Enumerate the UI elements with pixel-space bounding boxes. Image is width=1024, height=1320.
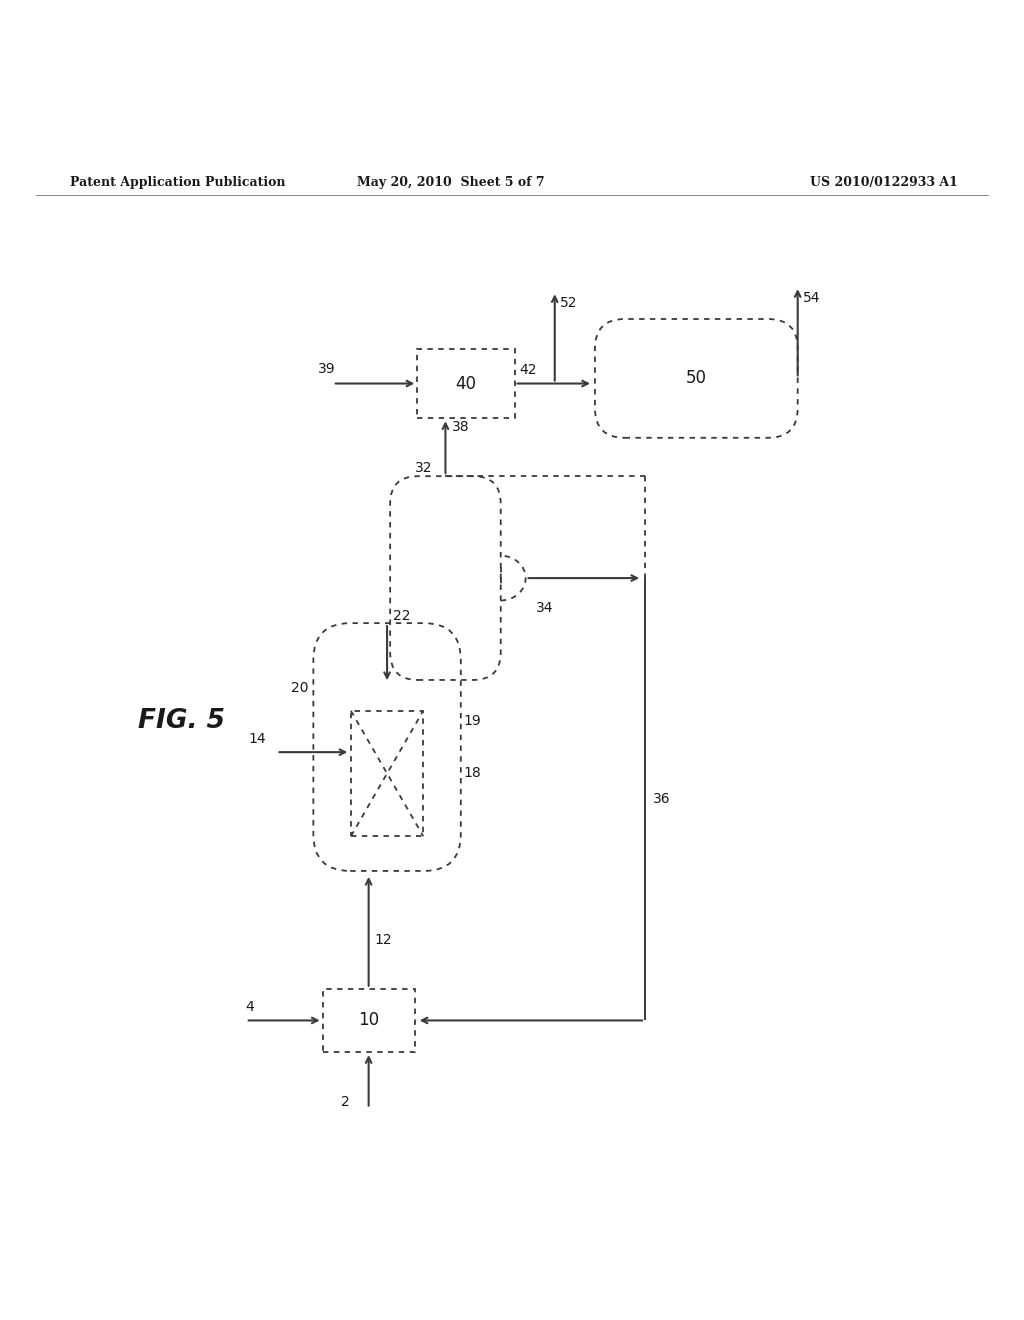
Text: FIG. 5: FIG. 5 <box>138 709 225 734</box>
Text: 34: 34 <box>536 601 553 615</box>
Text: 38: 38 <box>452 420 469 434</box>
Text: 12: 12 <box>375 933 392 946</box>
Text: 10: 10 <box>358 1011 379 1030</box>
Text: 14: 14 <box>249 733 266 746</box>
Text: May 20, 2010  Sheet 5 of 7: May 20, 2010 Sheet 5 of 7 <box>356 177 545 189</box>
Text: 50: 50 <box>686 370 707 387</box>
Text: 36: 36 <box>653 792 671 807</box>
Text: Patent Application Publication: Patent Application Publication <box>70 177 285 189</box>
Text: 2: 2 <box>341 1094 350 1109</box>
Text: 20: 20 <box>291 681 308 694</box>
Text: 40: 40 <box>456 375 476 392</box>
Text: 54: 54 <box>803 290 820 305</box>
Text: 32: 32 <box>415 461 432 475</box>
Text: 18: 18 <box>464 766 481 780</box>
Text: 19: 19 <box>464 714 481 727</box>
Text: 4: 4 <box>246 1001 255 1014</box>
Text: 42: 42 <box>520 363 538 378</box>
Text: 22: 22 <box>393 609 411 623</box>
Text: US 2010/0122933 A1: US 2010/0122933 A1 <box>810 177 957 189</box>
Text: 52: 52 <box>560 296 578 310</box>
Text: 39: 39 <box>317 363 335 376</box>
